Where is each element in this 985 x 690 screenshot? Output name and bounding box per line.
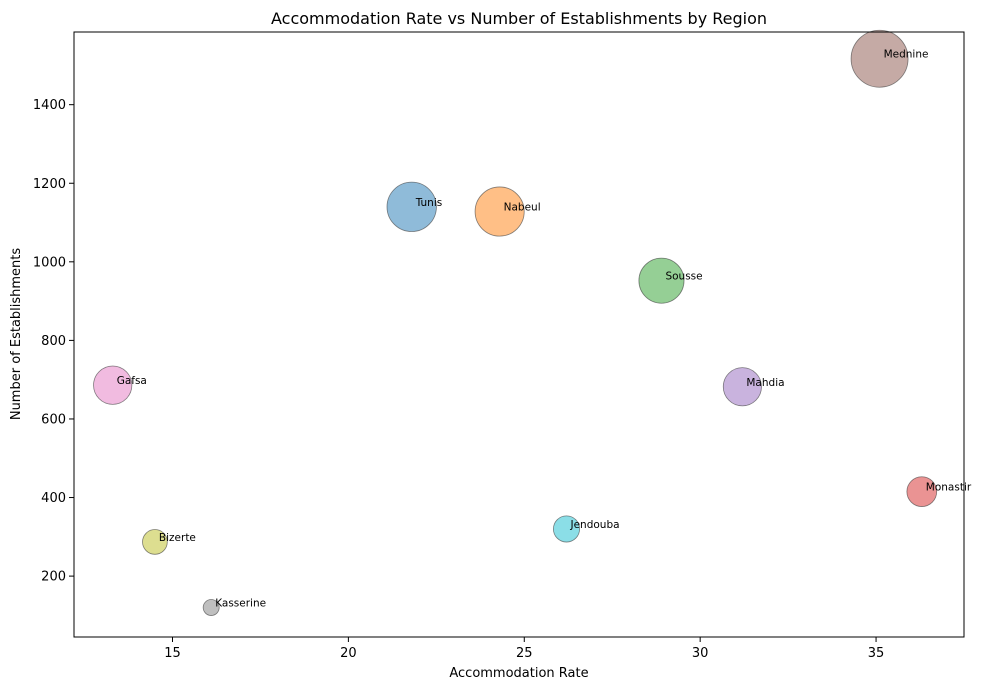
bubble-point [93, 365, 133, 405]
bubble-point [553, 515, 580, 543]
bubble-label: Monastir [926, 482, 972, 494]
y-tick-label: 600 [41, 412, 66, 427]
y-tick-label: 1400 [33, 98, 66, 113]
bubble-point [386, 181, 437, 232]
bubble-label: Sousse [665, 271, 702, 283]
x-tick-label: 35 [868, 646, 885, 661]
bubble-label: Kasserine [215, 598, 266, 610]
y-axis: 200 400 600 800 1000 1200 1400 [33, 98, 74, 585]
x-tick-label: 20 [340, 646, 357, 661]
y-tick-label: 400 [41, 491, 66, 506]
y-tick-label: 1000 [33, 255, 66, 270]
bubble-label: Mednine [884, 49, 929, 61]
x-tick-label: 15 [164, 646, 181, 661]
x-axis-title: Accommodation Rate [449, 666, 588, 681]
bubble-point [850, 29, 909, 88]
bubble-point [142, 529, 168, 555]
bubble-point [202, 599, 220, 616]
bubble-point [722, 367, 762, 407]
y-tick-label: 1200 [33, 177, 66, 192]
y-tick-label: 200 [41, 570, 66, 585]
bubble-label: Gafsa [117, 375, 147, 387]
bubble-label: Mahdia [746, 377, 784, 389]
x-tick-label: 25 [516, 646, 533, 661]
bubble-label: Nabeul [504, 202, 541, 214]
bubble-label: Tunis [415, 197, 443, 209]
bubble-point [474, 186, 525, 237]
x-axis: 15 20 25 30 35 [164, 637, 884, 661]
bubble-point [638, 257, 685, 304]
y-tick-label: 800 [41, 334, 66, 349]
x-tick-label: 30 [692, 646, 709, 661]
chart-title: Accommodation Rate vs Number of Establis… [271, 9, 767, 28]
bubble-layer: Tunis Nabeul Sousse Monastir Mahdia Mednine Ga… [93, 29, 972, 616]
bubble-label: Bizerte [159, 532, 196, 544]
plot-frame [73, 31, 965, 638]
bubble-label: Jendouba [569, 519, 619, 531]
bubble-point [906, 476, 938, 507]
y-axis-title: Number of Establishments [9, 248, 24, 421]
